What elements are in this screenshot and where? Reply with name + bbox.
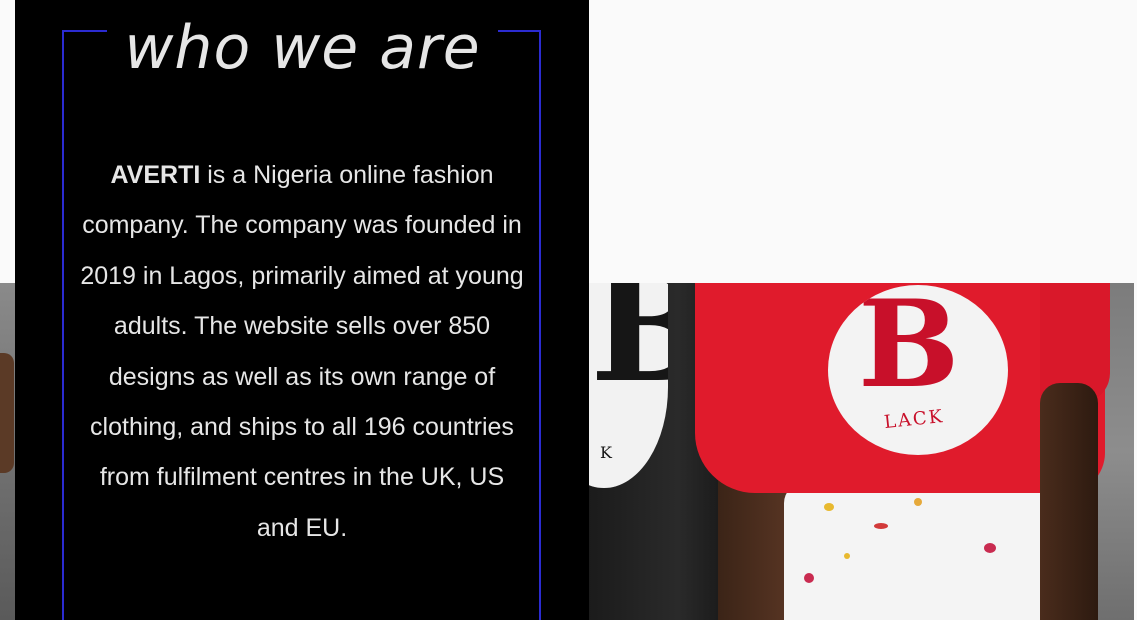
brand-name: AVERTI [110, 161, 201, 189]
red-tshirt-logo-letter: B [858, 285, 960, 415]
frame-border-top-left [62, 30, 107, 32]
section-heading: who we are [124, 13, 481, 83]
paint-splat [874, 523, 888, 529]
about-description: AVERTI is a Nigeria online fashion compa… [78, 150, 526, 553]
paint-splat [824, 503, 834, 511]
frame-border-right [539, 30, 541, 620]
black-tshirt-logo-text: K [600, 443, 612, 462]
paint-splat [984, 543, 996, 553]
who-we-are-card [15, 0, 589, 620]
paint-splat [914, 498, 922, 506]
frame-border-top-right [498, 30, 541, 32]
black-tshirt-logo-letter: B [590, 283, 668, 416]
about-description-text: is a Nigeria online fashion company. The… [80, 161, 524, 542]
person-arm-right [1040, 383, 1098, 620]
paint-splat [844, 553, 850, 559]
photo-arm-left-edge [0, 353, 14, 473]
frame-border-left [62, 30, 64, 620]
red-tshirt-logo: B LACK [828, 285, 1008, 455]
paint-splat [804, 573, 814, 583]
white-pants [784, 483, 1054, 620]
